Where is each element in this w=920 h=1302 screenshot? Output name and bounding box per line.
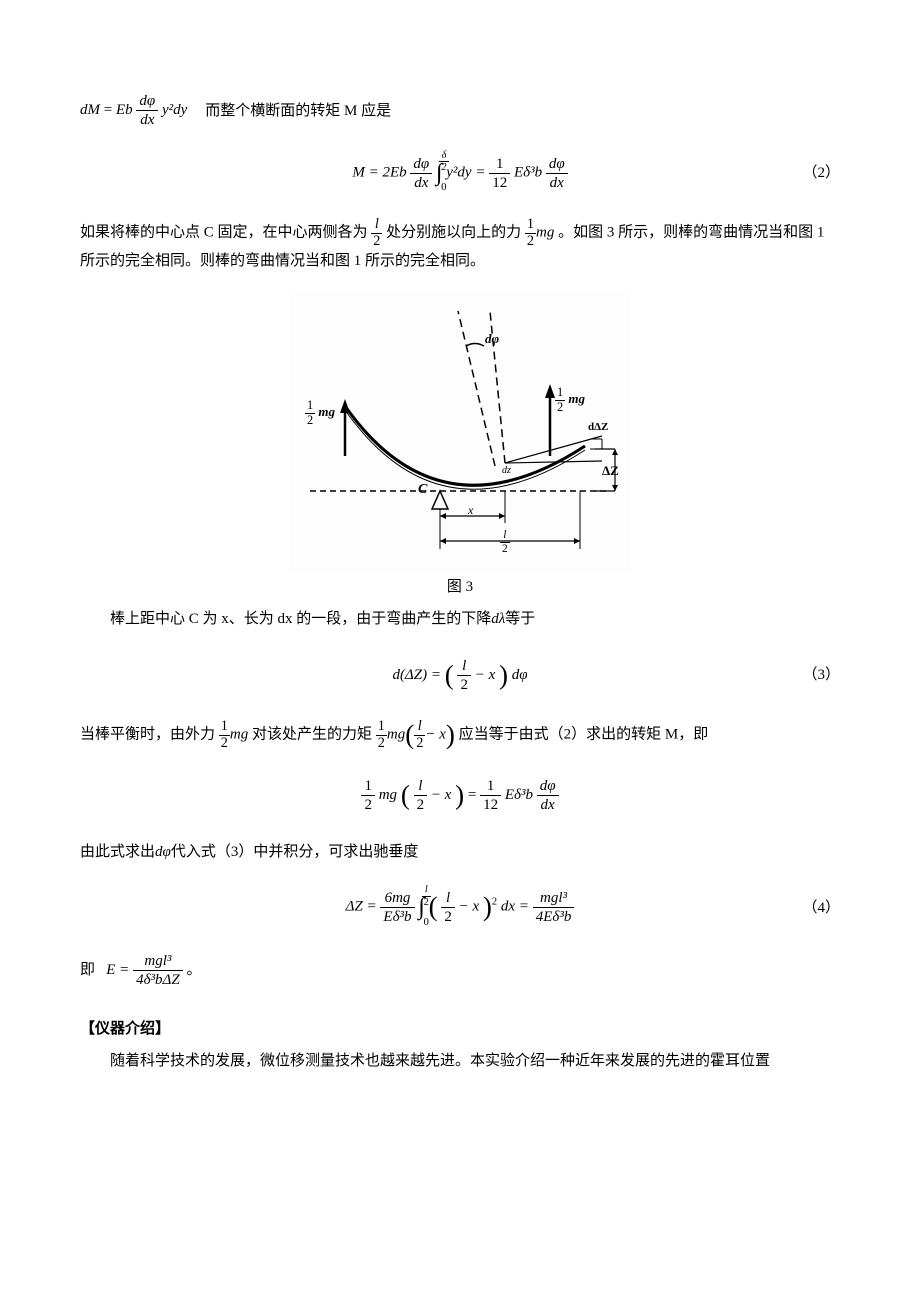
fig-right-force-label: 12 mg: [555, 386, 585, 414]
para1: 如果将棒的中心点 C 固定，在中心两侧各为 l2 处分别施以向上的力 12mg …: [80, 217, 840, 273]
eq3: d(ΔZ) = ( l2 − x ) dφ: [392, 657, 527, 694]
figure-3-caption: 图 3: [80, 575, 840, 599]
eq-E: E = mgl³4δ³bΔZ: [106, 962, 186, 978]
para4: 由此式求出dφ代入式（3）中并积分，可求出驰垂度: [80, 840, 840, 864]
section-instruments-head: 【仪器介绍】: [80, 1017, 840, 1041]
fig-dz-small-label: dz: [502, 463, 511, 479]
eq-mid: 12 mg ( l2 − x ) = 112 Eδ³b dφdx: [361, 777, 558, 814]
eq-dm-line: dM = Eb dφdx y²dy 而整个横断面的转矩 M 应是: [80, 92, 840, 129]
eq4-number: （4）: [802, 896, 840, 920]
para6: 随着科学技术的发展，微位移测量技术也越来越先进。本实验介绍一种近年来发展的先进的…: [80, 1049, 840, 1073]
fig-ddz-label: dΔZ: [588, 419, 608, 437]
eq2-block: M = 2Eb dφdx ∫0δ2 y²dy = 112 Eδ³b dφdx （…: [80, 149, 840, 197]
eq4-block: ΔZ = 6mgEδ³b ∫0l2 ( l2 − x )2 dx = mgl³4…: [80, 884, 840, 932]
eq-dm: dM = Eb dφdx y²dy: [80, 92, 187, 129]
eq-mid-block: 12 mg ( l2 − x ) = 112 Eδ³b dφdx: [80, 772, 840, 820]
fig-x-label: x: [468, 501, 473, 520]
eq3-block: d(ΔZ) = ( l2 − x ) dφ （3）: [80, 651, 840, 699]
eq3-number: （3）: [802, 663, 840, 687]
eq2: M = 2Eb dφdx ∫0δ2 y²dy = 112 Eδ³b dφdx: [352, 154, 567, 192]
eq2-number: （2）: [802, 161, 840, 185]
fig-c-label: C: [418, 479, 427, 501]
fig-dz-label: ΔZ: [602, 461, 619, 482]
fig-left-force-label: 12 mg: [305, 399, 335, 427]
para5: 即 E = mgl³4δ³bΔZ 。: [80, 952, 840, 989]
eq4: ΔZ = 6mgEδ³b ∫0l2 ( l2 − x )2 dx = mgl³4…: [346, 888, 575, 926]
para3: 当棒平衡时，由外力 12mg 对该处产生的力矩 12mg(l2− x) 应当等于…: [80, 719, 840, 751]
eq-dm-after-text: 而整个横断面的转矩 M 应是: [205, 99, 391, 123]
fig-halfL-label: l2: [500, 529, 510, 555]
figure-3: 12 mg 12 mg dφ C x l2 dΔZ ΔZ dz: [290, 291, 630, 571]
fig-dphi-label: dφ: [485, 329, 499, 350]
para2: 棒上距中心 C 为 x、长为 dx 的一段，由于弯曲产生的下降dλ等于: [80, 607, 840, 631]
